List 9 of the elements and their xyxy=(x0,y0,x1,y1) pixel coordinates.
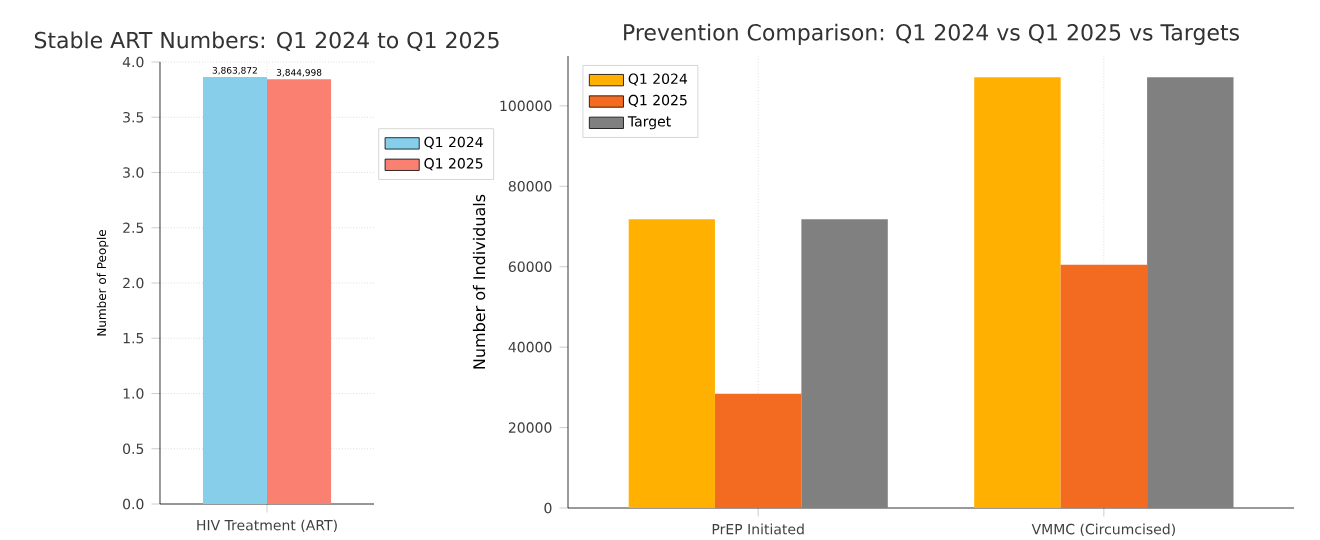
chart-title: Prevention Comparison: Q1 2024 vs Q1 2025 vs Targets xyxy=(624,23,1239,45)
chart-title: Stable ART Numbers: Q1 2024 to Q1 2025 xyxy=(34,31,499,51)
bar xyxy=(714,393,802,508)
bar xyxy=(1147,77,1234,508)
bar xyxy=(628,219,715,508)
bar xyxy=(1060,264,1148,508)
y-axis-title: Number of Individuals xyxy=(472,194,486,369)
bar xyxy=(801,219,888,508)
bar xyxy=(974,77,1061,508)
